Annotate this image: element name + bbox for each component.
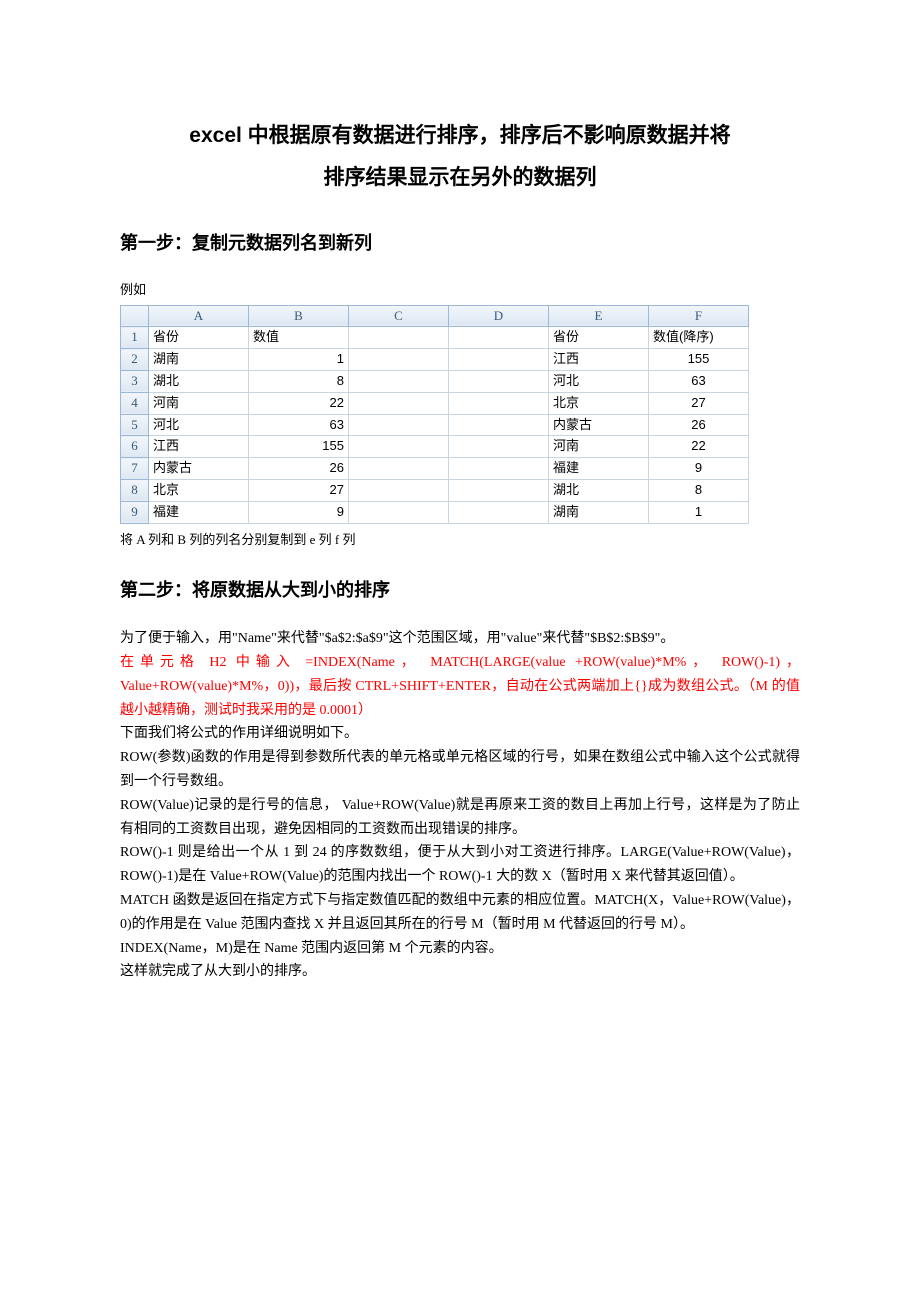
table-cell: 北京 — [149, 479, 249, 501]
table-cell — [349, 349, 449, 371]
step2-heading: 第二步：将原数据从大到小的排序 — [120, 576, 800, 605]
table-cell — [349, 392, 449, 414]
table-cell: 内蒙古 — [549, 414, 649, 436]
table-cell: 福建 — [549, 458, 649, 480]
document-title: excel 中根据原有数据进行排序，排序后不影响原数据并将 排序结果显示在另外的… — [120, 115, 800, 199]
row-header: 8 — [121, 479, 149, 501]
index-explain: INDEX(Name，M)是在 Name 范围内返回第 M 个元素的内容。 — [120, 937, 800, 961]
row-header: 4 — [121, 392, 149, 414]
match-explain: MATCH 函数是返回在指定方式下与指定数值匹配的数组中元素的相应位置。MATC… — [120, 889, 800, 937]
table-cell — [349, 479, 449, 501]
table-cell: 26 — [649, 414, 749, 436]
table-cell: 22 — [249, 392, 349, 414]
table-cell: 8 — [249, 370, 349, 392]
table-cell — [449, 436, 549, 458]
formula-paragraph: 在单元格 H2 中输入 =INDEX(Name， MATCH(LARGE(val… — [120, 651, 800, 722]
table-cell: 9 — [649, 458, 749, 480]
row-explain-2: ROW(Value)记录的是行号的信息， Value+ROW(Value)就是再… — [120, 794, 800, 842]
row-header: 6 — [121, 436, 149, 458]
table-cell: 湖北 — [549, 479, 649, 501]
row-explain-1: ROW(参数)函数的作用是得到参数所代表的单元格或单元格区域的行号，如果在数组公… — [120, 746, 800, 794]
table-cell: 内蒙古 — [149, 458, 249, 480]
table-cell: 河北 — [549, 370, 649, 392]
table-cell — [449, 479, 549, 501]
row-header: 2 — [121, 349, 149, 371]
table-cell: 北京 — [549, 392, 649, 414]
table-cell: 湖北 — [149, 370, 249, 392]
row-explain-3: ROW()-1 则是给出一个从 1 到 24 的序数数组，便于从大到小对工资进行… — [120, 841, 800, 889]
done-paragraph: 这样就完成了从大到小的排序。 — [120, 960, 800, 984]
table-corner — [121, 305, 149, 327]
table-cell: 155 — [249, 436, 349, 458]
table-cell: 27 — [649, 392, 749, 414]
table-cell — [449, 458, 549, 480]
table-cell: 63 — [249, 414, 349, 436]
table-cell: 省份 — [149, 327, 249, 349]
col-header-d: D — [449, 305, 549, 327]
row-header: 7 — [121, 458, 149, 480]
table-cell — [349, 327, 449, 349]
table-cell — [449, 392, 549, 414]
row-header: 5 — [121, 414, 149, 436]
col-header-f: F — [649, 305, 749, 327]
table-cell: 27 — [249, 479, 349, 501]
col-header-a: A — [149, 305, 249, 327]
table-cell — [449, 414, 549, 436]
table-cell: 省份 — [549, 327, 649, 349]
table-cell: 湖南 — [149, 349, 249, 371]
table-cell — [449, 349, 549, 371]
row-header: 9 — [121, 501, 149, 523]
table-cell: 数值 — [249, 327, 349, 349]
table-cell: 1 — [249, 349, 349, 371]
table-caption: 将 A 列和 B 列的列名分别复制到 e 列 f 列 — [120, 530, 800, 551]
table-cell — [349, 436, 449, 458]
table-cell — [349, 458, 449, 480]
col-header-c: C — [349, 305, 449, 327]
table-cell: 63 — [649, 370, 749, 392]
table-cell: 1 — [649, 501, 749, 523]
col-header-b: B — [249, 305, 349, 327]
table-cell: 江西 — [549, 349, 649, 371]
example-label: 例如 — [120, 280, 800, 301]
table-cell: 河南 — [149, 392, 249, 414]
intro-paragraph: 为了便于输入，用"Name"来代替"$a$2:$a$9"这个范围区域，用"val… — [120, 627, 800, 651]
table-cell — [449, 327, 549, 349]
table-cell: 155 — [649, 349, 749, 371]
table-cell: 22 — [649, 436, 749, 458]
table-cell: 河北 — [149, 414, 249, 436]
row-header: 1 — [121, 327, 149, 349]
after-red-paragraph: 下面我们将公式的作用详细说明如下。 — [120, 722, 800, 746]
table-cell: 8 — [649, 479, 749, 501]
table-cell: 湖南 — [549, 501, 649, 523]
table-cell — [349, 370, 449, 392]
table-cell: 河南 — [549, 436, 649, 458]
col-header-e: E — [549, 305, 649, 327]
table-cell: 9 — [249, 501, 349, 523]
step1-heading: 第一步：复制元数据列名到新列 — [120, 229, 800, 258]
table-cell: 数值(降序) — [649, 327, 749, 349]
table-cell — [349, 414, 449, 436]
title-line-1: excel 中根据原有数据进行排序，排序后不影响原数据并将 — [189, 124, 730, 147]
table-cell — [449, 501, 549, 523]
table-cell: 26 — [249, 458, 349, 480]
table-cell — [349, 501, 449, 523]
table-cell — [449, 370, 549, 392]
table-cell: 江西 — [149, 436, 249, 458]
row-header: 3 — [121, 370, 149, 392]
table-cell: 福建 — [149, 501, 249, 523]
title-line-2: 排序结果显示在另外的数据列 — [324, 166, 597, 189]
excel-spreadsheet-table: A B C D E F 1省份数值省份数值(降序)2湖南1江西1553湖北8河北… — [120, 305, 749, 524]
